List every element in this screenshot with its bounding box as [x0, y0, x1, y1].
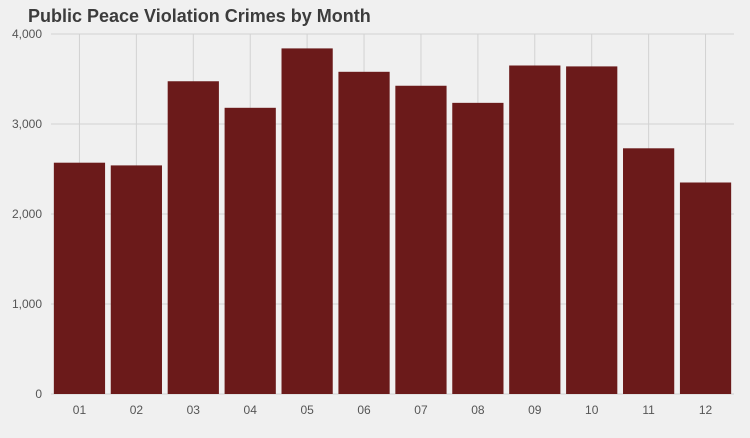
x-tick-label: 09 — [528, 403, 542, 417]
x-tick-label: 02 — [130, 403, 144, 417]
bars — [53, 48, 732, 395]
bar-04 — [224, 107, 276, 395]
x-tick-label: 11 — [642, 403, 655, 417]
x-tick-label: 01 — [73, 403, 87, 417]
bar-10 — [566, 66, 618, 395]
y-tick-label: 2,000 — [12, 207, 42, 221]
x-tick-label: 03 — [187, 403, 201, 417]
chart-title: Public Peace Violation Crimes by Month — [28, 6, 371, 26]
bar-09 — [509, 65, 561, 394]
x-tick-label: 05 — [300, 403, 314, 417]
x-tick-label: 07 — [414, 403, 428, 417]
x-tick-label: 04 — [244, 403, 258, 417]
y-tick-label: 4,000 — [12, 27, 42, 41]
bar-07 — [395, 85, 447, 394]
bar-06 — [338, 71, 390, 395]
bar-02 — [110, 165, 162, 394]
bar-05 — [281, 48, 333, 395]
y-tick-label: 3,000 — [12, 117, 42, 131]
bar-08 — [452, 102, 504, 394]
y-axis-ticks: 0 1,000 2,000 3,000 4,000 — [12, 27, 42, 401]
bar-12 — [679, 182, 732, 394]
y-tick-label: 0 — [35, 387, 42, 401]
bar-03 — [167, 81, 219, 394]
bar-01 — [53, 162, 106, 394]
x-axis-ticks: 01 02 03 04 05 06 07 08 09 10 11 12 — [73, 403, 713, 417]
x-tick-label: 06 — [357, 403, 371, 417]
x-tick-label: 12 — [699, 403, 713, 417]
x-tick-label: 10 — [585, 403, 599, 417]
bar-11 — [623, 148, 675, 394]
y-tick-label: 1,000 — [12, 297, 42, 311]
x-tick-label: 08 — [471, 403, 485, 417]
